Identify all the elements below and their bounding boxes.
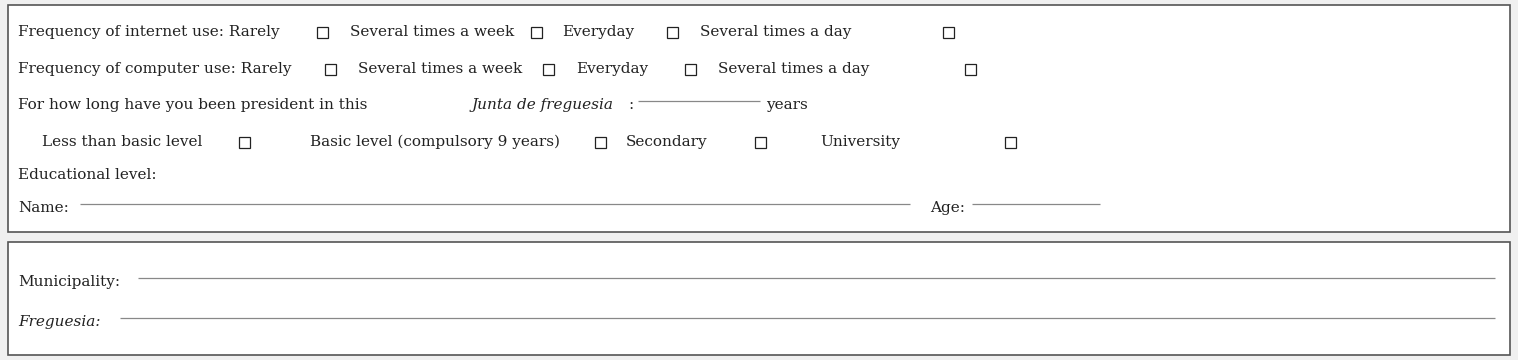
Text: Several times a week: Several times a week bbox=[351, 25, 515, 39]
Text: Everyday: Everyday bbox=[575, 62, 648, 76]
Text: Several times a day: Several times a day bbox=[718, 62, 870, 76]
Text: University: University bbox=[820, 135, 900, 149]
Bar bbox=[325, 63, 335, 75]
Bar bbox=[943, 27, 953, 37]
Text: Frequency of internet use: Rarely: Frequency of internet use: Rarely bbox=[18, 25, 279, 39]
Text: Several times a week: Several times a week bbox=[358, 62, 522, 76]
Text: Basic level (compulsory 9 years): Basic level (compulsory 9 years) bbox=[310, 135, 560, 149]
Text: Less than basic level: Less than basic level bbox=[43, 135, 202, 149]
Text: years: years bbox=[767, 98, 808, 112]
Bar bbox=[754, 136, 765, 148]
Text: Age:: Age: bbox=[931, 201, 965, 215]
Bar bbox=[595, 136, 606, 148]
Text: Freguesia:: Freguesia: bbox=[18, 315, 100, 329]
Bar bbox=[666, 27, 677, 37]
Text: For how long have you been president in this: For how long have you been president in … bbox=[18, 98, 372, 112]
Text: Everyday: Everyday bbox=[562, 25, 635, 39]
Text: Frequency of computer use: Rarely: Frequency of computer use: Rarely bbox=[18, 62, 291, 76]
Bar bbox=[685, 63, 695, 75]
Bar bbox=[316, 27, 328, 37]
Bar bbox=[530, 27, 542, 37]
Text: Several times a day: Several times a day bbox=[700, 25, 852, 39]
Bar bbox=[238, 136, 249, 148]
Text: Municipality:: Municipality: bbox=[18, 275, 120, 289]
Bar bbox=[964, 63, 976, 75]
Bar bbox=[1005, 136, 1016, 148]
Bar bbox=[542, 63, 554, 75]
Text: Educational level:: Educational level: bbox=[18, 168, 156, 182]
Bar bbox=[8, 5, 1510, 232]
Text: Secondary: Secondary bbox=[625, 135, 707, 149]
Text: :: : bbox=[628, 98, 633, 112]
Text: Junta de freguesia: Junta de freguesia bbox=[472, 98, 613, 112]
Bar bbox=[8, 242, 1510, 355]
Text: Name:: Name: bbox=[18, 201, 68, 215]
